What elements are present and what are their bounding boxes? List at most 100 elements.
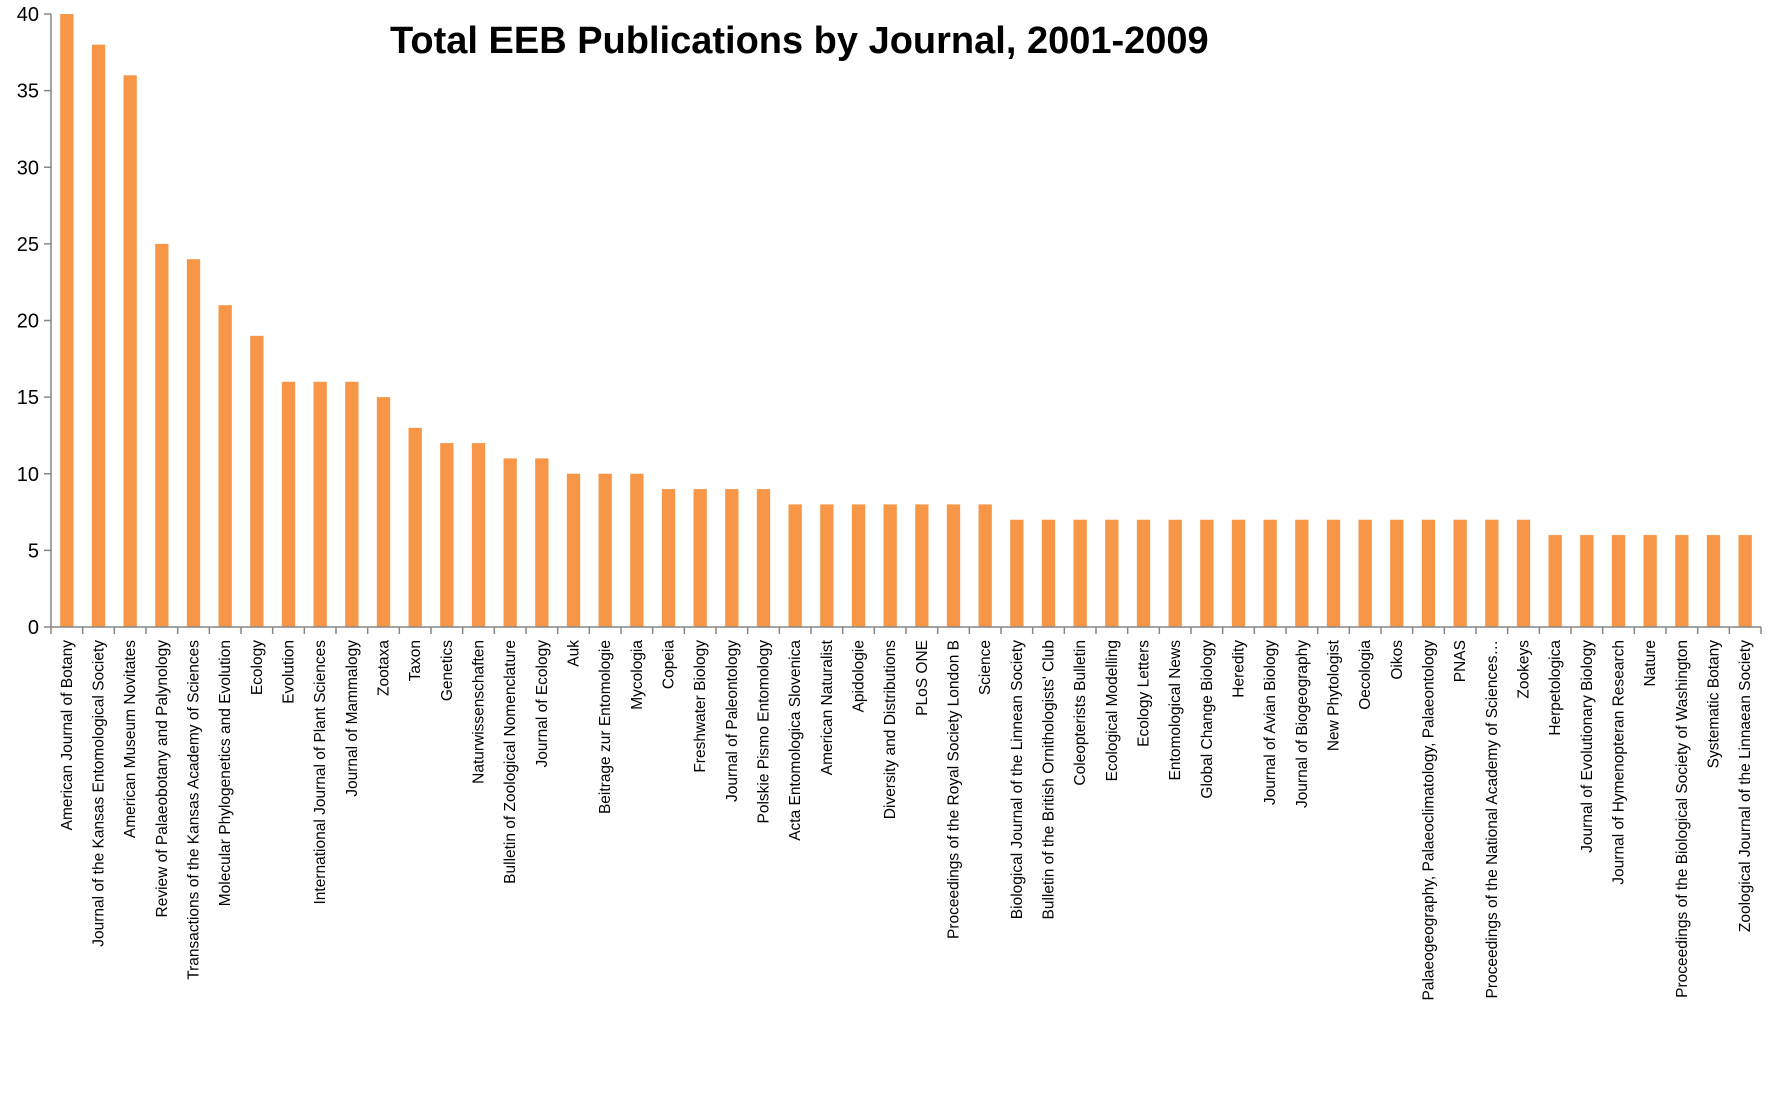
x-tick-label: American Naturalist bbox=[819, 639, 836, 775]
x-tick-label: Journal of Evolutionary Biology bbox=[1579, 640, 1596, 853]
bar bbox=[1580, 535, 1594, 627]
y-tick-label: 25 bbox=[17, 234, 39, 256]
x-tick-label: Apidologie bbox=[851, 640, 868, 712]
bar bbox=[946, 504, 961, 627]
bar bbox=[218, 305, 232, 627]
bar bbox=[756, 489, 771, 627]
bar bbox=[1675, 535, 1689, 627]
x-tick-label: Proceedings of the Royal Society London … bbox=[946, 640, 963, 939]
x-tick-label: Ecology Letters bbox=[1136, 640, 1153, 747]
bar bbox=[1041, 519, 1056, 627]
bar bbox=[1738, 535, 1752, 627]
bar bbox=[1136, 519, 1151, 627]
bar bbox=[978, 504, 992, 627]
bar bbox=[535, 458, 549, 627]
x-tick-label: Freshwater Biology bbox=[692, 640, 709, 773]
x-tick-label: Review of Palaeobotany and Palynology bbox=[154, 640, 171, 918]
x-tick-label: Journal of Hymenopteran Research bbox=[1611, 640, 1628, 885]
x-tick-label: Zookeys bbox=[1516, 640, 1533, 699]
bar bbox=[566, 473, 581, 627]
x-tick-label: New Phytologist bbox=[1326, 639, 1343, 751]
x-tick-label: Entomological News bbox=[1167, 640, 1184, 781]
bar bbox=[345, 381, 359, 627]
x-tick-label: Nature bbox=[1642, 640, 1659, 687]
x-tick-label: Global Change Biology bbox=[1199, 640, 1216, 799]
y-tick-label: 30 bbox=[17, 157, 39, 179]
x-tick-label: Molecular Phylogenetics and Evolution bbox=[217, 640, 234, 906]
bar bbox=[408, 427, 422, 627]
x-tick-label: Proceedings of the National Academy of S… bbox=[1484, 640, 1501, 998]
bars bbox=[60, 14, 1752, 628]
y-tick-label: 20 bbox=[17, 311, 39, 333]
bar bbox=[1706, 535, 1721, 627]
bar bbox=[60, 14, 74, 627]
x-tick-label: Taxon bbox=[407, 640, 424, 681]
bar bbox=[123, 75, 137, 628]
bar bbox=[725, 489, 739, 627]
bar bbox=[1326, 519, 1341, 627]
bar bbox=[630, 473, 644, 627]
x-tick-label: Naturwissenschaften bbox=[471, 640, 488, 784]
y-tick-label: 10 bbox=[17, 464, 39, 486]
bar bbox=[883, 504, 897, 627]
bar bbox=[1358, 519, 1372, 627]
bar bbox=[91, 44, 106, 627]
x-tick-label: Journal of the Kansas Entomological Soci… bbox=[91, 640, 108, 947]
x-tick-label: Beitrage zur Entomologie bbox=[597, 640, 614, 814]
x-tick-label: Proceedings of the Biological Society of… bbox=[1674, 640, 1691, 998]
bar bbox=[250, 335, 264, 627]
bar bbox=[851, 504, 866, 627]
x-tick-label: Zootaxa bbox=[376, 640, 393, 696]
bar bbox=[1421, 519, 1436, 627]
y-tick-label: 40 bbox=[17, 4, 39, 26]
x-tick-label: Journal of Ecology bbox=[534, 640, 551, 768]
bar bbox=[313, 381, 327, 627]
x-tick-label: American Museum Novitates bbox=[122, 640, 139, 838]
bar bbox=[1453, 519, 1467, 627]
x-tick-label: International Journal of Plant Sciences bbox=[312, 640, 329, 905]
bar bbox=[1010, 519, 1024, 627]
bar bbox=[155, 243, 169, 627]
bar bbox=[1263, 519, 1277, 627]
y-tick-label: 15 bbox=[17, 387, 39, 409]
bar bbox=[1168, 519, 1182, 627]
bar bbox=[693, 489, 707, 627]
bar bbox=[281, 381, 296, 627]
x-tick-label: Journal of Paleontology bbox=[724, 640, 741, 802]
y-tick-label: 5 bbox=[28, 540, 39, 562]
bar bbox=[598, 473, 612, 627]
x-tick-label: Copeia bbox=[661, 640, 678, 689]
x-tick-label: Mycologia bbox=[629, 640, 646, 710]
x-tick-label: Bulletin of Zoological Nomenclature bbox=[502, 640, 519, 884]
x-tick-label: Acta Entomologica Slovenica bbox=[787, 640, 804, 841]
bar bbox=[661, 489, 676, 627]
bar bbox=[1073, 519, 1087, 627]
x-tick-label: Heredity bbox=[1231, 640, 1248, 698]
x-tick-label: Polskie Pismo Entomology bbox=[756, 640, 773, 824]
bar bbox=[1231, 519, 1246, 627]
bar bbox=[1516, 519, 1531, 627]
bar bbox=[440, 443, 454, 627]
x-tick-label: Genetics bbox=[439, 640, 456, 701]
bar bbox=[1105, 519, 1119, 627]
x-tick-label: Herpetologica bbox=[1547, 640, 1564, 736]
x-tick-label: Bulletin of the British Ornithologists' … bbox=[1041, 640, 1058, 920]
x-tick-label: Oecologia bbox=[1357, 640, 1374, 710]
bar bbox=[503, 458, 517, 627]
x-tick-label: Biological Journal of the Linnean Societ… bbox=[1009, 640, 1026, 919]
bar bbox=[1643, 535, 1657, 627]
bar bbox=[376, 397, 391, 627]
x-tick-label: PNAS bbox=[1452, 640, 1469, 682]
y-tick-label: 0 bbox=[28, 617, 39, 639]
x-tick-label: Science bbox=[977, 640, 994, 695]
bar bbox=[1548, 535, 1562, 627]
x-tick-label: Journal of Biogeography bbox=[1294, 640, 1311, 808]
bar bbox=[186, 259, 201, 627]
bar bbox=[1295, 519, 1309, 627]
bar bbox=[1390, 519, 1404, 627]
bar bbox=[788, 504, 802, 627]
bar bbox=[471, 443, 486, 627]
y-axis: 0 5 10 15 20 25 30 35 40 bbox=[17, 4, 52, 639]
